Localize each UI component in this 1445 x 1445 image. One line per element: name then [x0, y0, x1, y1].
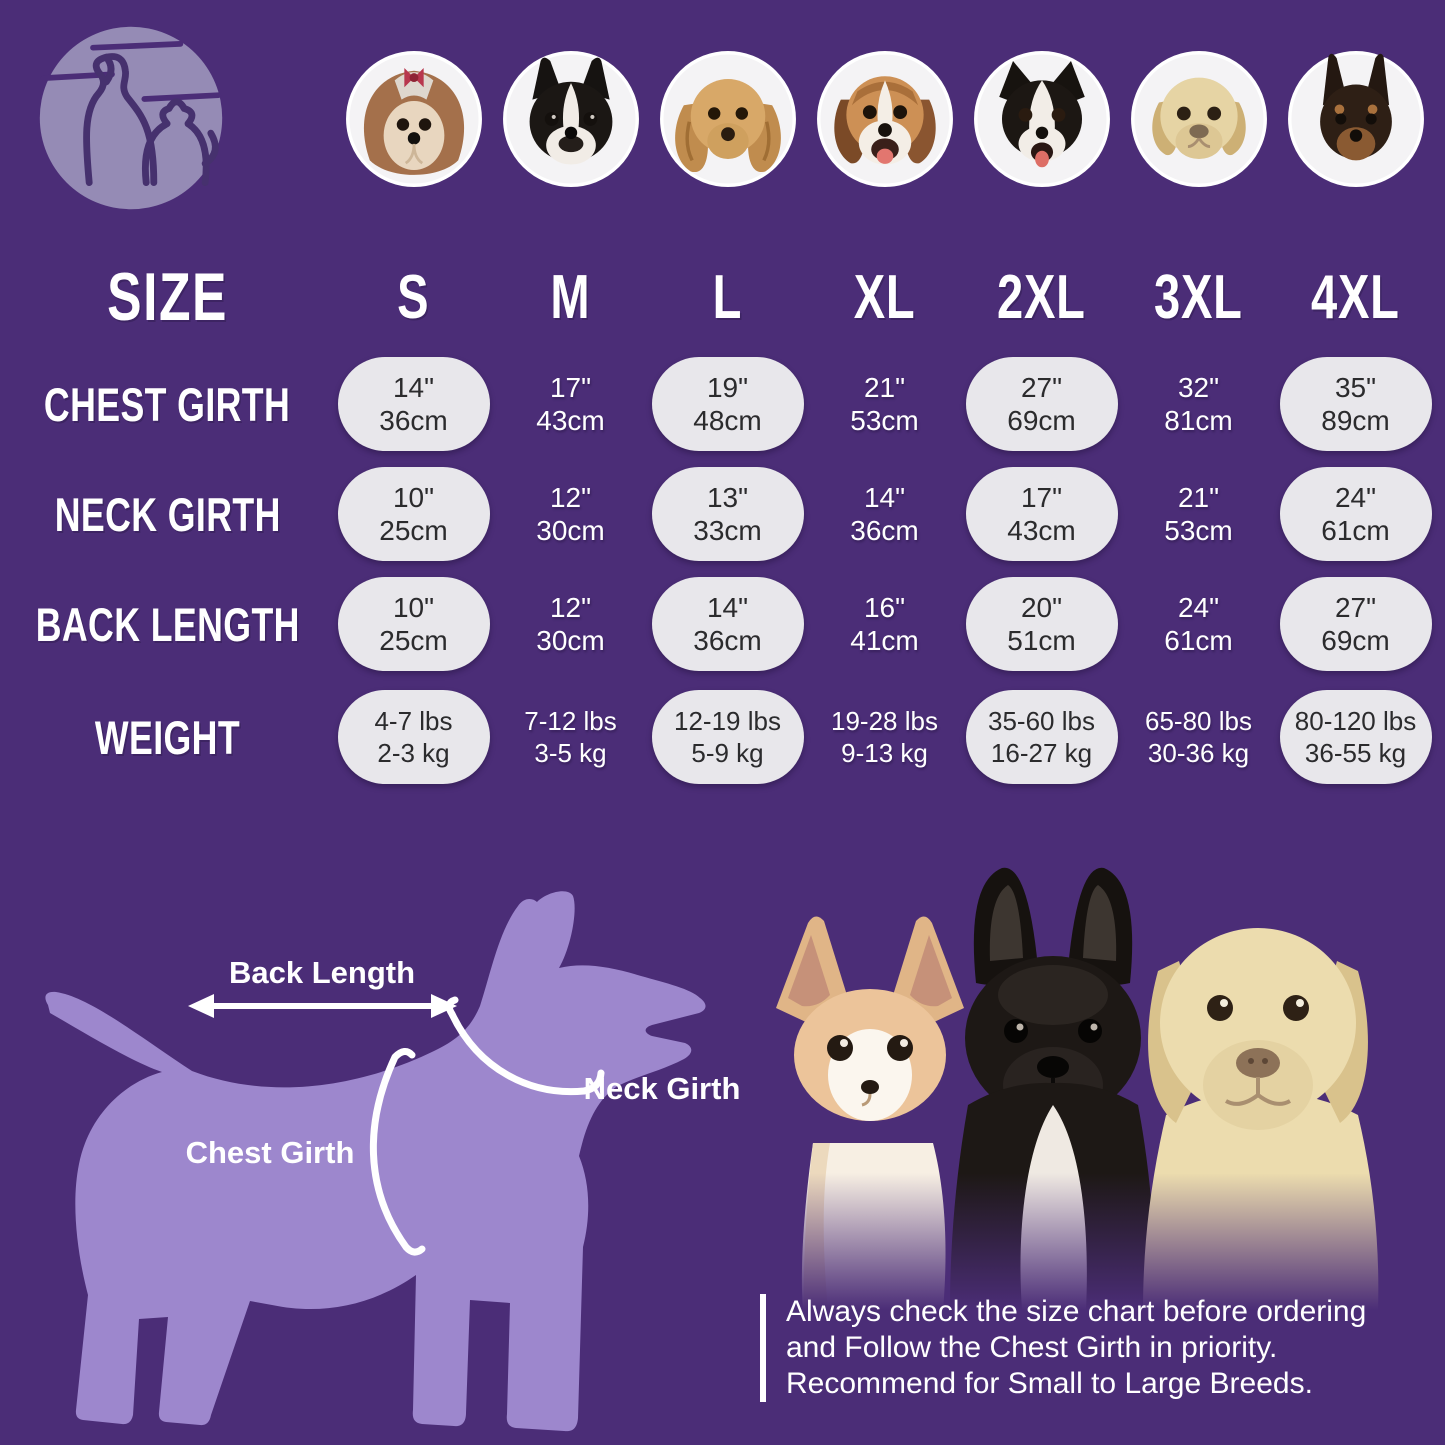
logo-cat-icon: [141, 98, 210, 187]
breed-photo-cocker-spaniel: [649, 50, 806, 188]
table-cell: 20" 51cm: [963, 569, 1120, 679]
table-cell: 17" 43cm: [963, 459, 1120, 569]
advice-line: and Follow the Chest Girth in priority.: [786, 1331, 1278, 1364]
column-header-4xl: 4XL: [1311, 262, 1400, 332]
chest-girth-label: Chest Girth: [186, 1135, 355, 1170]
size-table: SIZE S M L XL 2XL 3XL 4XL CHEST GIRTH 14…: [0, 245, 1445, 795]
table-cell: 19-28 lbs 9-13 kg: [831, 706, 938, 768]
table-cell: 80-120 lbs 36-55 kg: [1277, 679, 1434, 795]
row-label-back-length: BACK LENGTH: [35, 597, 300, 651]
breed-photo-beagle: [806, 50, 963, 188]
table-cell: 17" 43cm: [536, 372, 605, 436]
table-cell: 14" 36cm: [850, 482, 919, 546]
table-cell: 65-80 lbs 30-36 kg: [1145, 706, 1252, 768]
dog-cat-logo: [39, 26, 223, 210]
photo-fade: [718, 1173, 1445, 1310]
breed-photo-shih-tzu: [335, 50, 492, 188]
table-cell: 16" 41cm: [850, 592, 919, 656]
breed-photo-boston-terrier: [492, 50, 649, 188]
three-dogs-photo: [718, 867, 1445, 1310]
logo-dog-ear-icon: [102, 53, 115, 86]
table-cell: 4-7 lbs 2-3 kg: [335, 679, 492, 795]
table-cell: 32" 81cm: [1164, 372, 1233, 436]
logo-cat-tail-icon: [201, 129, 219, 168]
table-cell: 7-12 lbs 3-5 kg: [524, 706, 617, 768]
column-header-3xl: 3XL: [1154, 262, 1243, 332]
row-label-weight: WEIGHT: [94, 710, 241, 764]
table-cell: 24" 61cm: [1164, 592, 1233, 656]
column-header-2xl: 2XL: [997, 262, 1086, 332]
table-cell: 24" 61cm: [1277, 459, 1434, 569]
breed-photo-doberman: [1277, 50, 1434, 188]
table-cell: 27" 69cm: [1277, 569, 1434, 679]
table-cell: 35-60 lbs 16-27 kg: [963, 679, 1120, 795]
table-cell: 13" 33cm: [649, 459, 806, 569]
table-cell: 19" 48cm: [649, 349, 806, 459]
column-header-m: M: [550, 262, 591, 332]
size-header: SIZE: [0, 245, 335, 349]
table-cell: 12-19 lbs 5-9 kg: [649, 679, 806, 795]
table-cell: 21" 53cm: [1164, 482, 1233, 546]
row-label-neck-girth: NECK GIRTH: [54, 487, 281, 541]
size-header-label: SIZE: [107, 259, 228, 335]
chest-girth-line: [369, 1048, 426, 1256]
advice-note: Always check the size chart before order…: [760, 1294, 1366, 1402]
advice-line: Always check the size chart before order…: [786, 1295, 1367, 1328]
table-cell: 10" 25cm: [335, 459, 492, 569]
table-cell: 10" 25cm: [335, 569, 492, 679]
table-cell: 35" 89cm: [1277, 349, 1434, 459]
table-cell: 12" 30cm: [536, 592, 605, 656]
table-cell: 27" 69cm: [963, 349, 1120, 459]
table-cell: 14" 36cm: [649, 569, 806, 679]
breed-photos-row: [335, 50, 1434, 188]
back-length-arrow: [188, 994, 457, 1018]
back-length-label: Back Length: [229, 955, 415, 990]
breed-photo-labrador: [1120, 50, 1277, 188]
neck-girth-label: Neck Girth: [584, 1071, 740, 1106]
measuring-diagram: Back Length Neck Girth Chest Girth: [45, 891, 740, 1432]
breed-photo-border-collie: [963, 50, 1120, 188]
table-cell: 21" 53cm: [850, 372, 919, 436]
row-label-chest-girth: CHEST GIRTH: [44, 377, 291, 431]
neck-girth-line: [445, 996, 605, 1096]
table-cell: 12" 30cm: [536, 482, 605, 546]
column-header-s: S: [397, 262, 430, 332]
column-header-xl: XL: [853, 262, 916, 332]
column-header-l: L: [712, 262, 743, 332]
table-cell: 14" 36cm: [335, 349, 492, 459]
advice-line: Recommend for Small to Large Breeds.: [786, 1367, 1313, 1400]
